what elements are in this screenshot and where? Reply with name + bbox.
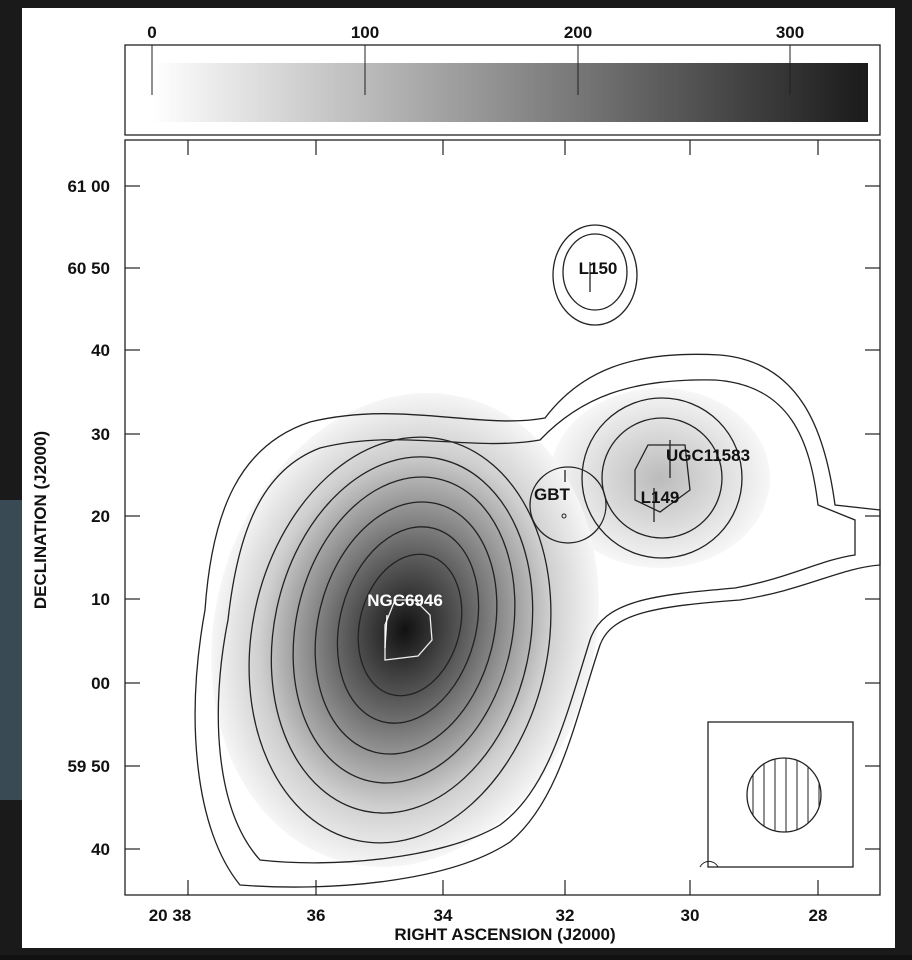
source-markers — [384, 262, 671, 649]
beam — [746, 757, 822, 833]
colorbar — [152, 63, 868, 122]
emission-core — [211, 393, 599, 867]
colorbar-tick-label: 100 — [351, 23, 379, 42]
colorbar-ticks — [151, 45, 791, 95]
x-tick-label: 28 — [809, 906, 828, 925]
colorbar-tick-label: 0 — [147, 23, 156, 42]
source-label: L149 — [641, 488, 680, 507]
colorbar-frame — [124, 44, 881, 136]
y-tick-label: 10 — [91, 590, 110, 609]
x-axis-label: RIGHT ASCENSION (J2000) — [394, 925, 615, 944]
contours — [194, 224, 881, 888]
x-tick-label: 30 — [681, 906, 700, 925]
y-tick-label: 40 — [91, 840, 110, 859]
y-tick-label: 20 — [91, 507, 110, 526]
x-tick-label: 20 38 — [149, 906, 192, 925]
source-label: UGC11583 — [666, 446, 750, 465]
source-label: L150 — [579, 259, 618, 278]
y-tick-label: 30 — [91, 425, 110, 444]
y-tick-label: 60 50 — [67, 259, 110, 278]
y-tick-label: 59 50 — [67, 757, 110, 776]
y-tick-label: 61 00 — [67, 177, 110, 196]
axis-ticks — [125, 140, 880, 895]
x-tick-label: 32 — [556, 906, 575, 925]
small-beam — [699, 860, 719, 868]
x-tick-label: 36 — [307, 906, 326, 925]
emission-east — [550, 388, 770, 568]
colorbar-tick-label: 200 — [564, 23, 592, 42]
source-label: GBT — [534, 485, 571, 504]
y-tick-label: 00 — [91, 674, 110, 693]
y-axis-label: DECLINATION (J2000) — [31, 431, 50, 609]
y-tick-label: 40 — [91, 341, 110, 360]
source-label: NGC6946 — [367, 591, 443, 610]
x-tick-label: 34 — [434, 906, 453, 925]
colorbar-tick-label: 300 — [776, 23, 804, 42]
